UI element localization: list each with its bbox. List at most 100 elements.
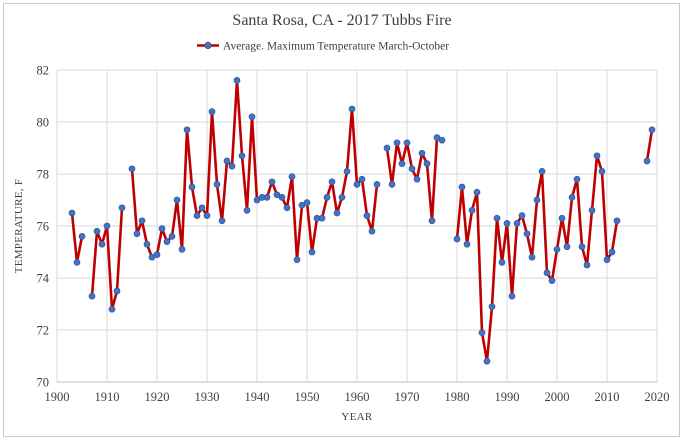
data-point (598, 168, 606, 175)
data-point (583, 261, 591, 269)
y-tick-label: 78 (37, 168, 50, 182)
data-point (338, 194, 346, 201)
data-point (398, 160, 406, 167)
x-tick-label: 1910 (95, 390, 120, 404)
data-point (73, 259, 81, 266)
data-point (573, 175, 581, 183)
data-point (323, 194, 331, 201)
data-point (168, 233, 176, 240)
data-point (133, 230, 141, 238)
y-tick-label: 70 (37, 376, 50, 390)
data-point (228, 162, 236, 170)
data-point (93, 227, 101, 235)
data-point (508, 292, 516, 300)
x-tick-label: 1960 (345, 390, 370, 404)
x-tick-label: 2000 (545, 390, 570, 404)
data-point (383, 144, 391, 152)
x-tick-label: 1930 (195, 390, 220, 404)
data-point (468, 207, 476, 214)
legend-marker-swatch (204, 41, 212, 50)
x-axis-label: YEAR (341, 411, 373, 423)
data-point (388, 181, 396, 188)
y-tick-label: 74 (37, 272, 50, 286)
data-point (413, 175, 421, 183)
legend-label: Average. Maximum Temperature March-Octob… (223, 41, 449, 53)
series-points (68, 77, 656, 365)
data-point (103, 222, 111, 230)
data-point (578, 243, 586, 251)
data-point (513, 220, 521, 227)
gridlines (56, 69, 658, 382)
x-tick-label: 1970 (395, 390, 420, 404)
data-point (648, 126, 656, 134)
data-point (178, 246, 186, 253)
x-tick-label: 1980 (445, 390, 470, 404)
y-tick-label: 80 (37, 116, 50, 130)
data-point (138, 217, 146, 225)
data-point (463, 240, 471, 248)
data-point (248, 113, 256, 121)
data-point (643, 157, 651, 165)
x-tick-label: 2010 (595, 390, 620, 404)
data-point (193, 212, 201, 219)
y-tick-label: 76 (37, 220, 50, 234)
series-line-segment (385, 136, 444, 223)
data-point (473, 188, 481, 196)
x-tick-label: 1990 (495, 390, 520, 404)
data-point (418, 149, 426, 157)
data-point (163, 238, 171, 245)
data-point (288, 173, 296, 180)
series-lines (70, 79, 654, 363)
data-point (368, 227, 376, 235)
data-point (268, 178, 276, 186)
series-line-segment (130, 79, 379, 262)
data-point (438, 136, 446, 144)
data-point (563, 243, 571, 251)
data-point (403, 139, 411, 147)
data-point (113, 287, 121, 295)
data-point (118, 204, 126, 212)
data-point (88, 292, 96, 300)
data-point (538, 168, 546, 175)
data-point (68, 209, 76, 217)
data-point (78, 233, 86, 240)
data-point (483, 357, 491, 365)
data-point (343, 168, 351, 175)
data-point (108, 305, 116, 313)
data-point (153, 251, 161, 258)
data-point (373, 181, 381, 188)
data-point (603, 256, 611, 264)
data-point (423, 160, 431, 167)
data-point (593, 152, 601, 160)
data-point (548, 277, 556, 284)
data-point (523, 230, 531, 238)
data-point (363, 212, 371, 219)
data-point (263, 194, 271, 201)
y-axis-ticks: 70 72 74 76 78 80 82 (37, 64, 50, 390)
data-point (453, 235, 461, 243)
chart-frame (3, 3, 680, 437)
data-point (478, 329, 486, 336)
x-axis-ticks: 1900 1910 1920 1930 1940 1950 1960 1970 1980 1990… (45, 390, 670, 404)
data-point (128, 165, 136, 173)
data-point (493, 214, 501, 222)
data-point (518, 212, 526, 219)
data-point (408, 165, 416, 173)
data-point (333, 209, 341, 217)
data-point (503, 220, 511, 227)
x-tick-label: 1940 (245, 390, 270, 404)
data-point (218, 217, 226, 225)
data-point (348, 105, 356, 113)
data-point (203, 212, 211, 219)
y-tick-label: 72 (37, 324, 50, 338)
data-point (213, 181, 221, 188)
data-point (188, 183, 196, 191)
data-point (528, 253, 536, 261)
data-point (143, 240, 151, 248)
data-point (173, 196, 181, 204)
data-point (488, 303, 496, 310)
data-point (283, 204, 291, 212)
data-point (358, 175, 366, 183)
data-point (533, 196, 541, 204)
